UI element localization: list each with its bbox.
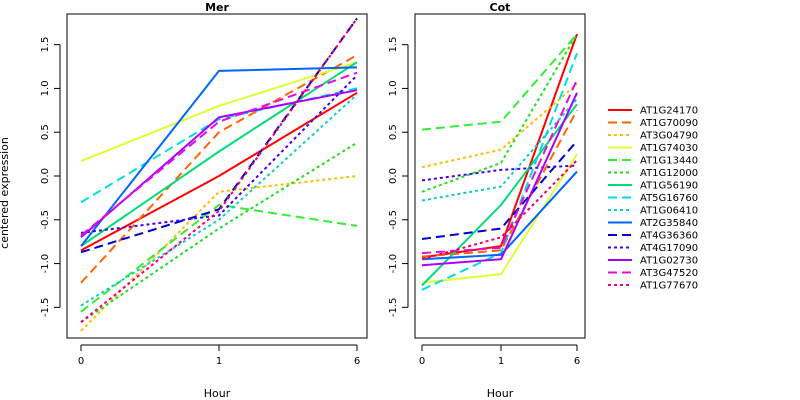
series-line-11: [80, 17, 358, 254]
legend-label: AT1G12000: [640, 168, 698, 179]
series-line-9: [421, 98, 578, 202]
series-line-3: [80, 175, 358, 332]
y-axis: -1.5 -1.0 -0.5 0.0 0.5 1.0 1.5: [40, 37, 61, 318]
legend-label: AT1G13440: [640, 156, 698, 167]
y-tick-label: 0.0: [40, 168, 51, 184]
y-tick-label: -0.5: [388, 210, 399, 230]
series-line-4: [421, 153, 578, 284]
series-line-9: [80, 93, 358, 307]
y-tick-label: 1.0: [388, 80, 399, 96]
legend-item: AT1G24170: [608, 106, 698, 117]
series-line-6: [80, 141, 358, 324]
legend-item: AT1G74030: [608, 143, 698, 154]
series-line-14: [80, 71, 358, 237]
legend-label: AT1G56190: [640, 181, 698, 192]
legend-label: AT1G74030: [640, 143, 698, 154]
panel-1: Mer 0 1 6 Hour -1.5 -1.0 -0.5 0.0 0.5 1.0 1.5: [40, 1, 368, 400]
y-tick-label: 1.0: [40, 80, 51, 96]
panel-2: Cot 0 1 6 Hour -1.5 -1.0 -0.5 0.0 0.5 1.0 1.5: [388, 1, 586, 400]
y-tick-label: -1.5: [40, 298, 51, 318]
y-axis: -1.5 -1.0 -0.5 0.0 0.5 1.0 1.5: [388, 37, 409, 318]
series-line-6: [421, 33, 578, 193]
legend-item: AT3G47520: [608, 268, 698, 279]
legend-item: AT1G13440: [608, 156, 698, 167]
y-tick-label: -0.5: [40, 210, 51, 230]
series-lines: [80, 17, 358, 332]
x-tick-label: 6: [574, 356, 580, 367]
series-line-5: [421, 33, 578, 131]
panel-title: Mer: [205, 1, 229, 14]
legend-item: AT1G56190: [608, 181, 698, 192]
plot-frame: [66, 13, 368, 339]
series-line-12: [80, 74, 358, 234]
legend-item: AT1G06410: [608, 206, 698, 217]
legend-label: AT5G16760: [640, 193, 698, 204]
x-axis: 0 1 6 Hour: [78, 344, 360, 400]
x-tick-label: 1: [216, 356, 222, 367]
series-line-15: [80, 17, 358, 323]
legend-item: AT2G35840: [608, 218, 698, 229]
legend-item: AT1G70090: [608, 118, 698, 129]
legend-label: AT4G36360: [640, 231, 698, 242]
y-tick-label: 1.5: [388, 37, 399, 53]
series-line-11: [421, 140, 578, 240]
series-line-5: [80, 203, 358, 313]
x-tick-label: 0: [78, 356, 84, 367]
series-line-13: [421, 92, 578, 267]
x-axis-label: Hour: [204, 387, 231, 400]
series-line-10: [80, 66, 358, 247]
y-tick-label: 0.0: [388, 168, 399, 184]
legend-label: AT3G04790: [640, 131, 698, 142]
series-line-7: [80, 61, 358, 247]
series-line-4: [80, 61, 358, 163]
series-line-14: [421, 79, 578, 255]
series-line-3: [421, 83, 578, 169]
legend-label: AT1G24170: [640, 106, 698, 117]
series-line-10: [421, 170, 578, 261]
series-line-1: [80, 91, 358, 252]
x-axis-label: Hour: [487, 387, 514, 400]
series-line-8: [421, 53, 578, 291]
series-line-15: [421, 159, 578, 261]
y-tick-label: -1.0: [388, 254, 399, 274]
series-line-12: [421, 164, 578, 182]
legend-label: AT2G35840: [640, 218, 698, 229]
legend-label: AT1G06410: [640, 206, 698, 217]
y-tick-label: -1.5: [388, 298, 399, 318]
legend-item: AT3G04790: [608, 131, 698, 142]
legend-item: AT1G77670: [608, 281, 698, 292]
y-tick-label: 0.5: [388, 124, 399, 140]
y-axis-label: centered expression: [0, 137, 11, 249]
plot-frame: [414, 13, 586, 339]
y-tick-label: -1.0: [40, 254, 51, 274]
panels: Mer 0 1 6 Hour -1.5 -1.0 -0.5 0.0 0.5 1.0 1.5 Cot 0 1 6…: [40, 1, 586, 400]
legend-label: AT1G02730: [640, 256, 698, 267]
legend-label: AT1G77670: [640, 281, 698, 292]
x-axis: 0 1 6 Hour: [419, 344, 580, 400]
y-tick-label: 1.5: [40, 37, 51, 53]
series-line-1: [421, 33, 578, 259]
x-tick-label: 0: [419, 356, 425, 367]
panel-title: Cot: [490, 1, 511, 14]
series-line-2: [421, 109, 578, 258]
legend-item: AT4G36360: [608, 231, 698, 242]
legend-item: AT5G16760: [608, 193, 698, 204]
legend-label: AT1G70090: [640, 118, 698, 129]
x-tick-label: 6: [354, 356, 360, 367]
legend-item: AT1G02730: [608, 256, 698, 267]
y-tick-label: 0.5: [40, 124, 51, 140]
legend-label: AT3G47520: [640, 268, 698, 279]
legend-item: AT1G12000: [608, 168, 698, 179]
legend-label: AT4G17090: [640, 243, 698, 254]
x-tick-label: 1: [498, 356, 504, 367]
series-lines: [421, 33, 578, 291]
legend-item: AT4G17090: [608, 243, 698, 254]
